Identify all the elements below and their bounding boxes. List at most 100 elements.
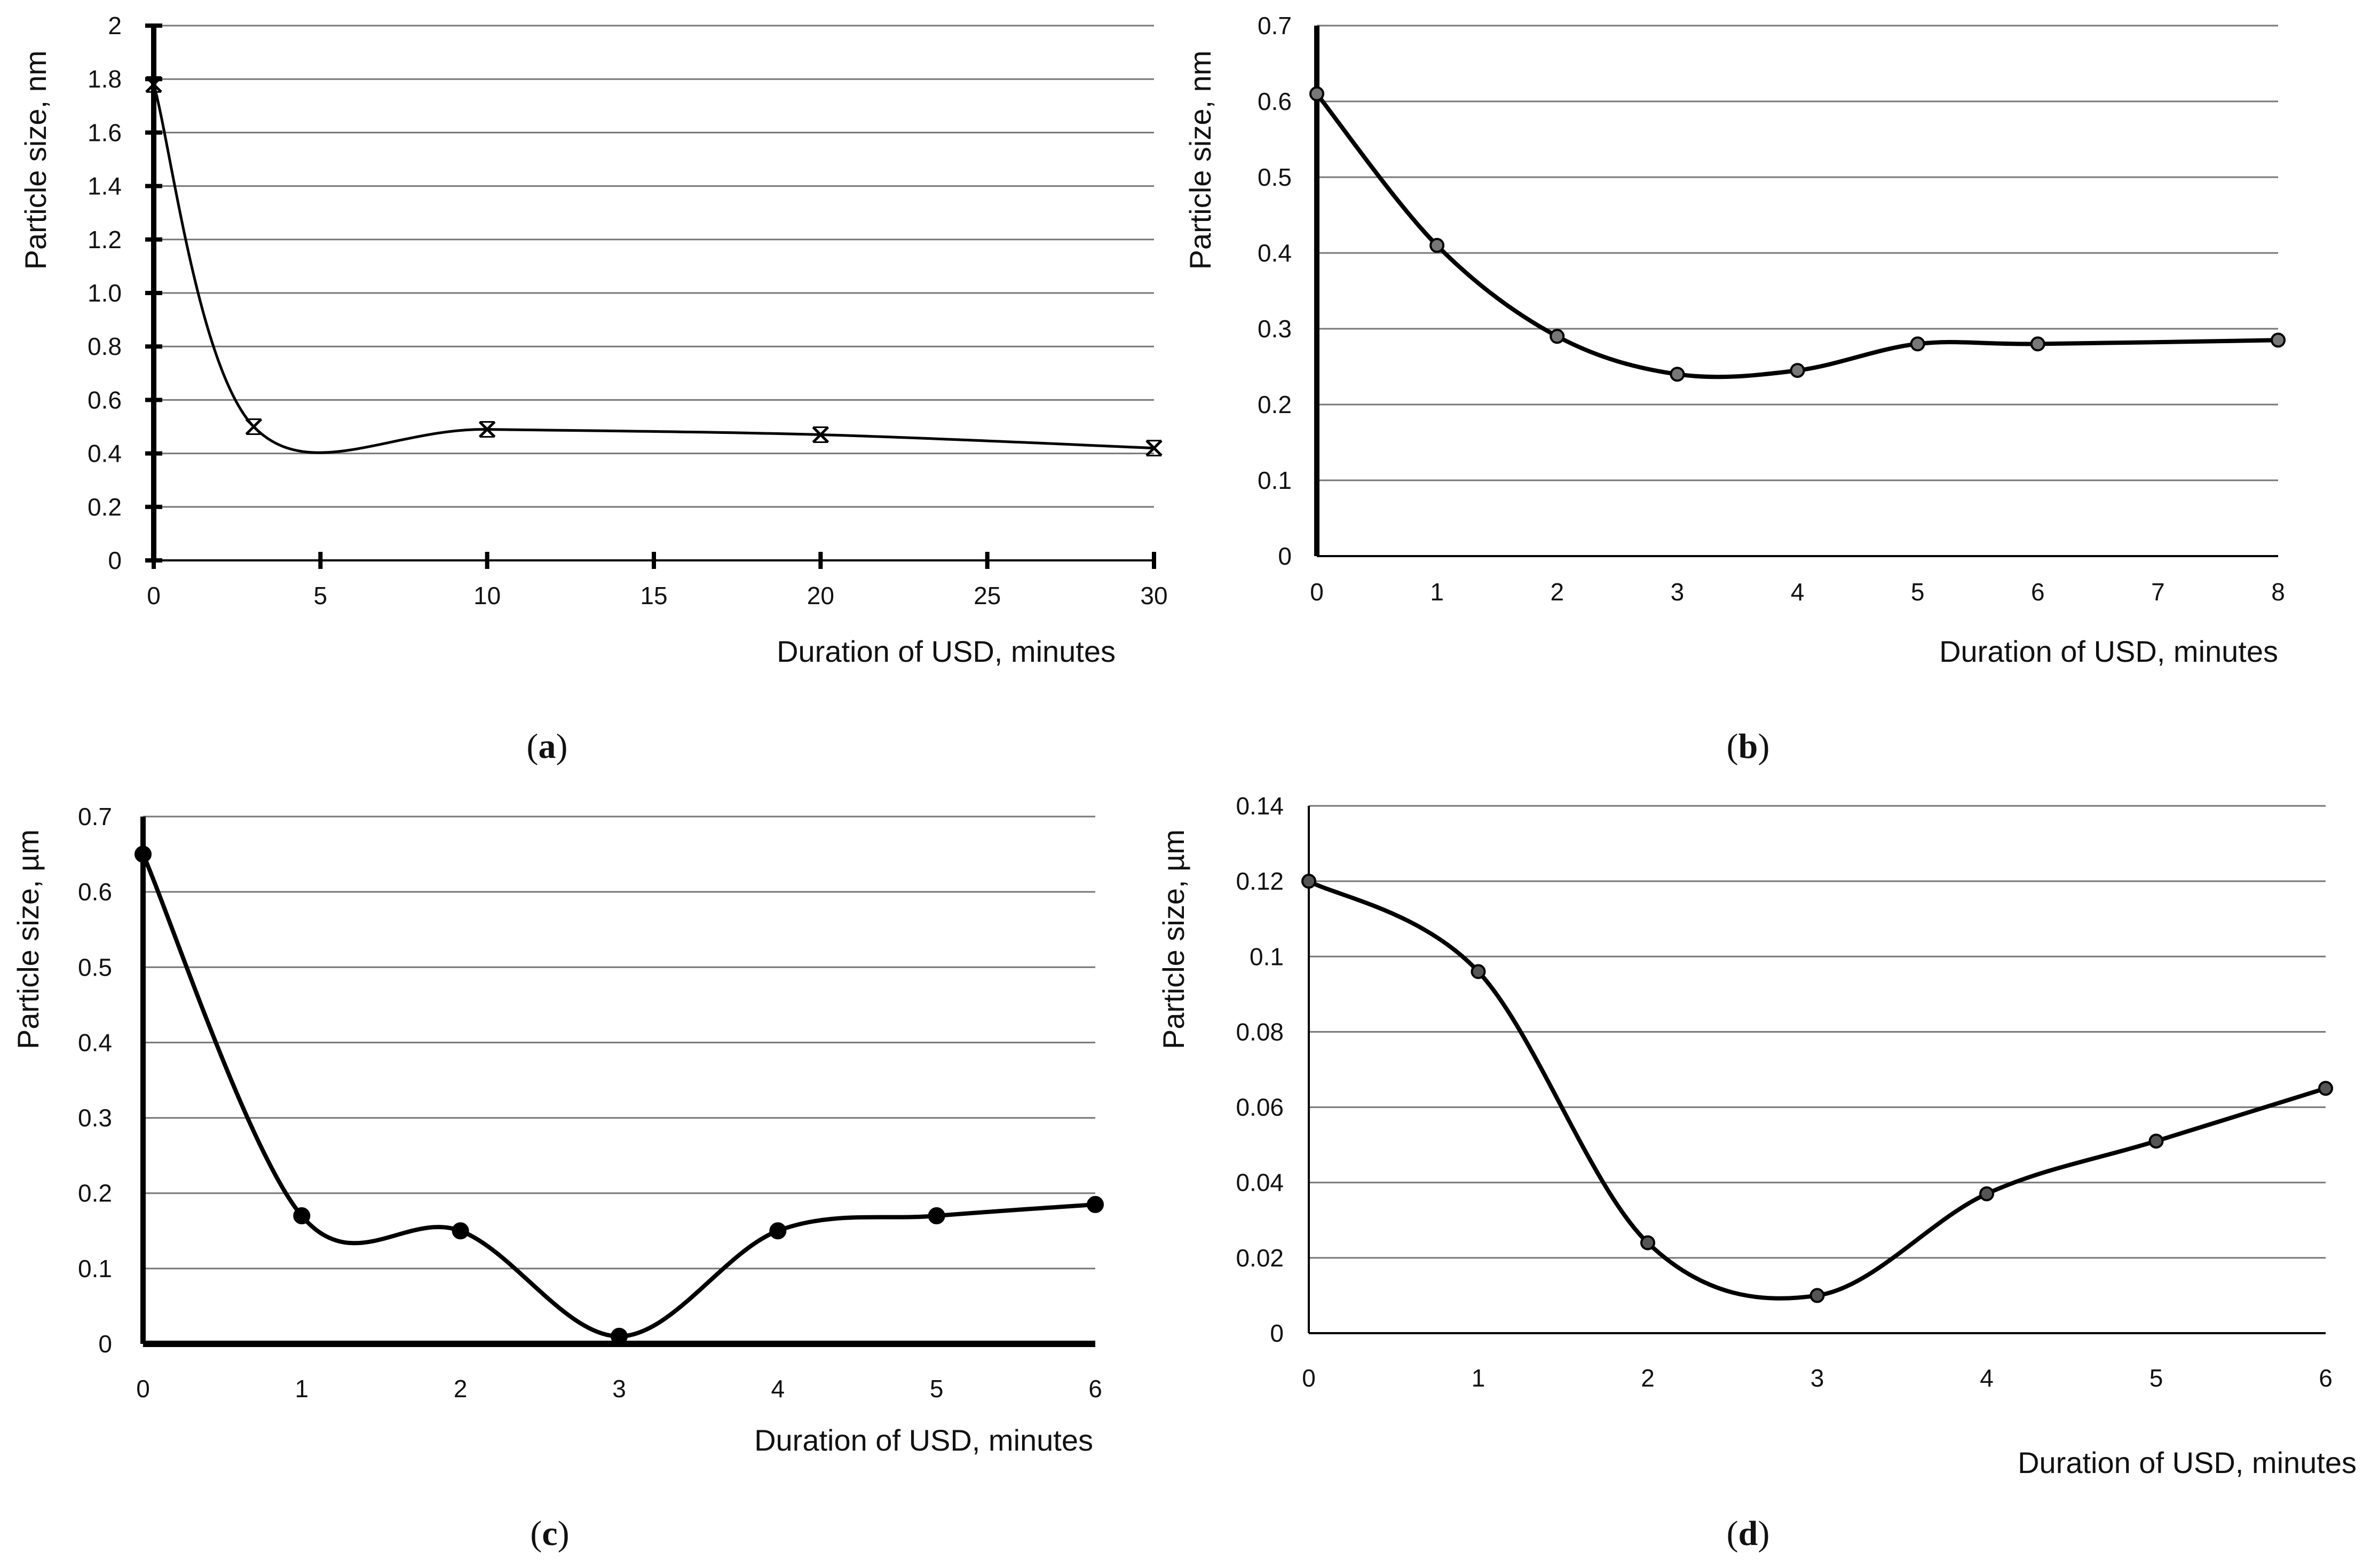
y-tick-label: 0.8 — [88, 332, 122, 360]
data-point-marker — [1550, 329, 1565, 344]
x-axis-title: Duration of USD, minutes — [2018, 1446, 2357, 1479]
data-point-marker — [145, 76, 162, 93]
x-tick-label: 5 — [314, 582, 328, 609]
x-tick-label: 25 — [974, 582, 1001, 609]
data-point-marker — [1809, 1288, 1825, 1303]
chart-a: 00.20.40.60.81.01.21.41.61.820 5 10 15 20 25 3… — [19, 12, 1168, 766]
y-tick-label: 0.4 — [78, 1028, 112, 1056]
data-point-marker — [1640, 1235, 1655, 1250]
data-point-marker — [1910, 336, 1925, 352]
y-tick-label: 0.6 — [78, 878, 112, 906]
series-line — [1315, 91, 2280, 379]
x-tick-label: 4 — [771, 1375, 785, 1403]
data-point-marker — [611, 1327, 628, 1345]
y-tick-label: 0.7 — [78, 803, 112, 830]
y-tick-label: 0.7 — [1258, 12, 1292, 39]
y-tick-label: 1.4 — [88, 172, 122, 200]
series-line — [141, 852, 1097, 1339]
y-tick-label: 0.3 — [1258, 315, 1292, 343]
y-tick-label: 0.14 — [1236, 792, 1284, 820]
x-tick-label: 6 — [2319, 1364, 2333, 1392]
data-point-marker — [1301, 874, 1316, 889]
x-tick-label: 0 — [1302, 1364, 1316, 1392]
x-tick-label: 0 — [147, 582, 161, 609]
y-tick-label: 0.1 — [78, 1255, 112, 1282]
panel-label-letter: a — [539, 727, 556, 766]
panel-label-letter: d — [1738, 1514, 1758, 1553]
data-point-marker — [1429, 237, 1445, 253]
x-tick-label: 3 — [612, 1375, 626, 1403]
y-tick-label: 0.02 — [1236, 1244, 1284, 1272]
x-tick-label: 20 — [807, 582, 834, 609]
data-point-marker — [1979, 1186, 1994, 1201]
y-tick-label: 0 — [108, 547, 122, 574]
x-tick-label: 2 — [1550, 578, 1564, 606]
data-point-marker — [1145, 439, 1163, 457]
y-tick-label: 0 — [1278, 542, 1292, 570]
chart-c: 0 0.1 0.2 0.3 0.4 0.5 0.6 0.7 0 1 2 3 4 5 6 Duration of… — [11, 803, 1104, 1553]
y-tick-label: 0.2 — [78, 1179, 112, 1207]
panel-label-letter: b — [1738, 727, 1758, 766]
y-tick-label: 0.1 — [1250, 943, 1284, 970]
x-tick-label: 2 — [1641, 1364, 1655, 1392]
x-axis-title: Duration of USD, minutes — [777, 635, 1116, 668]
y-tick-label: 0.4 — [88, 440, 122, 468]
data-point-marker — [1087, 1195, 1104, 1213]
x-tick-label: 6 — [1088, 1375, 1102, 1403]
y-tick-label: 0.5 — [78, 953, 112, 981]
y-tick-label: 0.6 — [1258, 88, 1292, 115]
x-tick-label: 5 — [1911, 578, 1925, 606]
panel-label: (a) — [527, 727, 568, 766]
y-tick-label: 0.5 — [1258, 163, 1292, 191]
panel-label: (b) — [1727, 727, 1770, 766]
y-tick-label: 1.8 — [88, 65, 122, 93]
data-point-marker — [812, 426, 829, 444]
data-point-marker — [928, 1207, 945, 1225]
x-axis-title: Duration of USD, minutes — [754, 1423, 1093, 1457]
panel-label: (d) — [1727, 1514, 1770, 1553]
x-tick-label: 0 — [1310, 578, 1324, 606]
series-line — [1307, 879, 2328, 1301]
x-tick-label: 2 — [454, 1375, 468, 1403]
y-tick-label: 0.1 — [1258, 466, 1292, 494]
x-axis-title: Duration of USD, minutes — [1939, 635, 2278, 668]
data-point-marker — [293, 1207, 311, 1225]
y-axis-title: Particle size, nm — [1183, 51, 1217, 270]
x-tick-label: 3 — [1811, 1364, 1824, 1392]
data-point-marker — [2030, 336, 2045, 352]
y-tick-label: 0.6 — [88, 386, 122, 414]
data-point-marker — [1670, 367, 1685, 382]
data-point-marker — [245, 418, 263, 435]
data-point-marker — [2271, 332, 2286, 348]
x-tick-label: 6 — [2031, 578, 2045, 606]
y-tick-label: 0.2 — [88, 493, 122, 521]
y-tick-label: 0.04 — [1236, 1169, 1284, 1197]
data-point-marker — [135, 845, 152, 863]
y-tick-label: 0.12 — [1236, 867, 1284, 895]
y-axis-title: Particle size, µm — [1157, 829, 1190, 1049]
y-tick-label: 0.06 — [1236, 1094, 1284, 1121]
y-tick-label: 1.6 — [88, 118, 122, 146]
y-tick-label: 0.2 — [1258, 391, 1292, 418]
data-point-marker — [1309, 86, 1324, 101]
y-tick-label: 1.0 — [88, 279, 122, 307]
panel-label-letter: c — [542, 1514, 557, 1553]
data-point-marker — [2148, 1134, 2164, 1149]
y-tick-label: 0.08 — [1236, 1018, 1284, 1046]
y-tick-label: 0 — [98, 1330, 112, 1358]
x-tick-label: 3 — [1671, 578, 1685, 606]
chart-b: 0 0.1 0.2 0.3 0.4 0.5 0.6 0.7 0 1 2 3 4 5 6 7 8 Duration … — [1183, 12, 2286, 766]
x-tick-label: 7 — [2151, 578, 2165, 606]
y-tick-label: 0.3 — [78, 1104, 112, 1132]
data-point-marker — [769, 1222, 787, 1240]
data-point-marker — [478, 421, 496, 438]
x-tick-label: 4 — [1791, 578, 1805, 606]
y-tick-label: 0 — [1270, 1319, 1284, 1347]
y-tick-label: 2 — [108, 12, 122, 39]
panel-label: (c) — [530, 1514, 569, 1553]
x-tick-label: 10 — [473, 582, 501, 609]
x-tick-label: 5 — [930, 1375, 944, 1403]
y-tick-label: 1.2 — [88, 226, 122, 254]
x-tick-label: 1 — [1430, 578, 1444, 606]
